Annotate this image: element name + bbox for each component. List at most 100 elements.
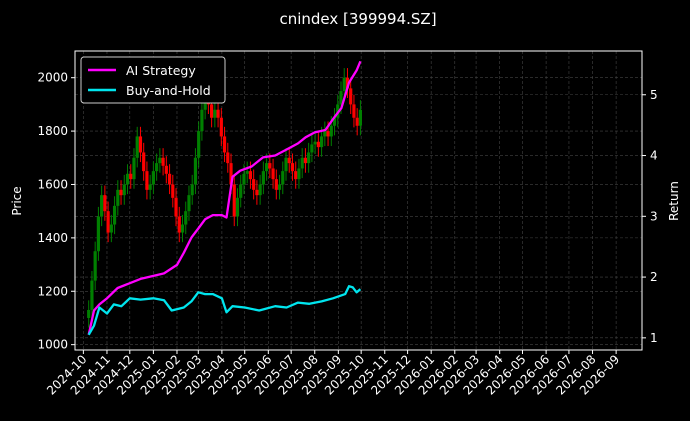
candle-body [103, 195, 107, 212]
series-lines [87, 60, 362, 336]
candle-body [265, 163, 269, 172]
candle-body [151, 171, 155, 185]
candle-body [258, 184, 262, 196]
candle-body [358, 109, 363, 126]
candle-body [129, 173, 133, 180]
x-ticks: 2024-102024-112024-122025-012025-022025-… [44, 350, 622, 398]
y2-tick-label: 4 [650, 149, 658, 163]
candle-body [345, 77, 350, 89]
candle-body [148, 184, 152, 190]
candle-body [93, 251, 97, 281]
y2-axis-label: Return [667, 181, 681, 221]
y-tick-label: 1800 [37, 124, 68, 138]
y-ticks: 1000 1200 1400 1600 1800 2000 [37, 71, 75, 352]
candle-body [200, 109, 204, 132]
candle-body [329, 125, 333, 137]
candle-body [167, 173, 172, 185]
candle-body [112, 205, 117, 225]
candle-body [184, 211, 188, 225]
legend-box [80, 56, 226, 104]
candle-body [216, 109, 220, 118]
candle-body [297, 168, 301, 180]
candle-body [326, 131, 330, 137]
y2-tick-label: 5 [650, 88, 658, 102]
grid [75, 51, 642, 350]
candle-body [210, 104, 214, 118]
y2-tick-label: 2 [650, 270, 658, 284]
candle-body [90, 280, 94, 310]
candle-body [303, 157, 308, 164]
y2-tick-label: 1 [650, 331, 658, 345]
legend-label-bh: Buy-and-Hold [126, 83, 211, 98]
candle-body [203, 99, 207, 110]
candle-body [232, 184, 236, 217]
candle-body [122, 184, 126, 196]
ai-strategy-line [87, 60, 362, 336]
candle-body [235, 197, 240, 217]
y-tick-label: 1600 [37, 177, 68, 191]
candle-body [109, 224, 113, 233]
candle-body [164, 165, 168, 174]
candle-body [294, 171, 298, 180]
candle-body [142, 152, 146, 172]
candle-body [349, 88, 353, 105]
candle-body [323, 131, 327, 137]
candle-body [342, 77, 346, 92]
candle-body [119, 189, 123, 196]
y-tick-label: 1200 [37, 284, 68, 298]
candle-body [271, 168, 275, 180]
candle-body [155, 163, 159, 172]
candle-body [197, 131, 201, 158]
candle-body [281, 171, 285, 185]
y-tick-label: 1400 [37, 231, 68, 245]
candle-body [171, 184, 175, 198]
candle-body [177, 216, 181, 233]
candle-body [300, 157, 304, 169]
candle-body [125, 173, 130, 185]
candle-body [87, 309, 91, 318]
legend-label-ai: AI Strategy [126, 63, 196, 78]
candle-body [213, 109, 217, 118]
y-axis-label: Price [10, 186, 24, 215]
candle-body [332, 117, 337, 126]
candle-body [316, 141, 320, 148]
candle-body [242, 173, 246, 185]
candle-body [313, 141, 317, 145]
candle-body [180, 224, 185, 233]
y2-tick-label: 3 [650, 209, 658, 223]
candle-body [287, 157, 291, 164]
candle-body [319, 136, 324, 148]
candle-body [248, 171, 253, 180]
candle-body [96, 216, 101, 252]
candle-body [187, 195, 191, 212]
candle-body [138, 136, 143, 153]
candle-body [100, 195, 104, 217]
candle-body [190, 184, 194, 196]
candle-body [222, 136, 227, 153]
y-tick-label: 1000 [37, 338, 68, 352]
candle-body [274, 179, 278, 190]
candle-body [161, 157, 165, 166]
candle-body [284, 157, 288, 172]
y2-ticks: 1 2 3 4 5 [642, 88, 658, 345]
candle-body [355, 117, 359, 126]
candle-body [252, 179, 256, 190]
candle-body [352, 104, 356, 118]
candle-body [277, 184, 282, 190]
candle-body [132, 157, 136, 180]
candle-body [174, 197, 178, 217]
candle-body [135, 136, 139, 158]
candle-body [219, 117, 223, 137]
candle-body [158, 157, 162, 164]
candle-body [255, 189, 259, 196]
candle-body [290, 163, 295, 172]
candle-body [245, 171, 249, 174]
candle-body [116, 189, 120, 206]
candle-body [307, 152, 311, 164]
candle-body [261, 171, 265, 185]
legend: AI Strategy Buy-and-Hold [80, 56, 226, 104]
candle-body [339, 91, 343, 105]
plot-frame [74, 50, 643, 351]
buy-and-hold-line [87, 285, 362, 336]
chart-title: cnindex [399994.SZ] [279, 10, 436, 28]
